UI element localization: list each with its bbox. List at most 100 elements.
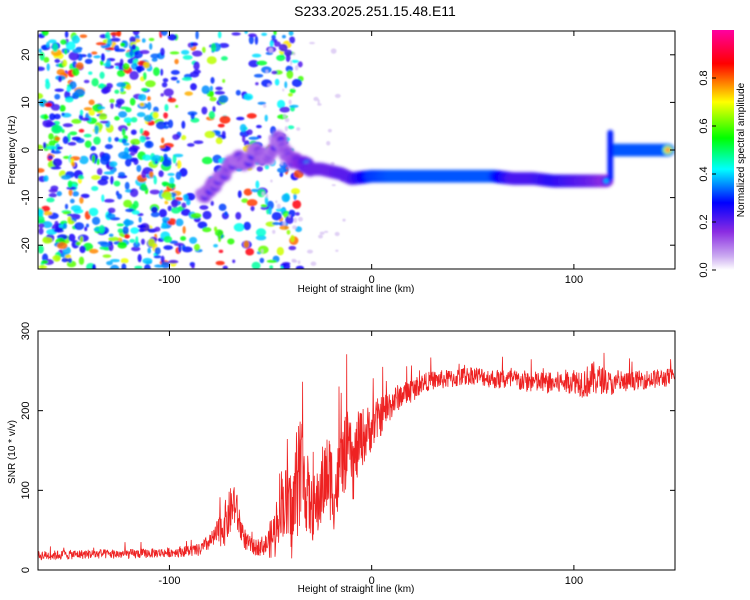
noise-blob <box>289 104 299 108</box>
noise-blob <box>181 120 186 129</box>
noise-blob <box>66 85 72 92</box>
noise-blob <box>130 227 139 234</box>
noise-blob <box>121 138 127 144</box>
noise-blob <box>206 56 217 65</box>
noise-blob <box>69 131 78 136</box>
noise-blob <box>154 264 165 268</box>
noise-blob <box>292 52 296 56</box>
colorbar-tick-label: 0.8 <box>698 70 710 85</box>
noise-blob <box>281 34 286 39</box>
noise-blob <box>137 254 142 263</box>
noise-blob <box>136 112 146 118</box>
noise-blob <box>149 171 154 178</box>
noise-blob <box>275 200 278 204</box>
noise-blob <box>255 82 259 86</box>
noise-blob <box>93 55 101 59</box>
noise-blob <box>153 176 157 185</box>
noise-blob <box>193 61 200 71</box>
noise-blob <box>324 230 329 233</box>
noise-blob <box>330 48 337 54</box>
noise-blob <box>64 203 69 210</box>
noise-blob <box>250 188 259 193</box>
figure-title: S233.2025.251.15.48.E11 <box>294 3 456 19</box>
noise-blob <box>251 53 262 58</box>
noise-blob <box>101 194 105 202</box>
noise-blob <box>181 49 190 55</box>
noise-blob <box>147 238 156 248</box>
noise-blob <box>167 97 177 103</box>
noise-blob <box>261 79 272 87</box>
noise-blob <box>141 38 146 43</box>
noise-blob <box>282 88 285 92</box>
noise-blob <box>47 155 54 160</box>
noise-blob <box>159 145 166 149</box>
noise-blob <box>72 67 80 77</box>
noise-blob <box>244 31 248 35</box>
noise-blob <box>42 236 53 244</box>
spectrogram-xlabel: Height of straight line (km) <box>298 284 415 295</box>
noise-blob <box>97 178 108 186</box>
noise-blob <box>129 188 139 198</box>
noise-blob <box>201 85 210 95</box>
noise-blob <box>83 133 92 138</box>
noise-blob <box>48 113 56 121</box>
noise-blob <box>146 96 151 101</box>
noise-blob <box>271 70 278 75</box>
noise-blob <box>334 231 340 237</box>
noise-blob <box>255 235 267 241</box>
noise-blob <box>181 77 193 81</box>
noise-blob <box>117 228 124 234</box>
noise-blob <box>108 236 119 242</box>
noise-blob <box>152 111 159 119</box>
noise-blob <box>248 59 259 68</box>
noise-blob <box>246 113 257 119</box>
noise-blob <box>56 146 63 150</box>
noise-blob <box>246 129 253 136</box>
y-tick-label: 200 <box>20 401 32 419</box>
noise-blob <box>114 89 120 94</box>
noise-blob <box>215 260 225 266</box>
noise-blob <box>222 265 228 269</box>
noise-blob <box>154 247 161 255</box>
noise-blob <box>291 258 297 263</box>
noise-blob <box>210 200 214 206</box>
noise-blob <box>88 71 93 75</box>
noise-blob <box>260 204 268 208</box>
colorbar-gradient <box>712 30 734 270</box>
noise-blob <box>38 144 44 150</box>
noise-blob <box>218 95 229 103</box>
noise-blob <box>78 175 84 180</box>
y-tick-label: 20 <box>20 49 32 61</box>
noise-blob <box>125 84 132 90</box>
noise-blob <box>62 211 71 215</box>
noise-blob <box>272 222 281 226</box>
spectrogram-ylabel: Frequency (Hz) <box>7 116 18 185</box>
noise-blob <box>68 51 80 61</box>
noise-blob <box>96 158 100 166</box>
noise-blob <box>295 226 302 233</box>
noise-blob <box>150 53 160 59</box>
noise-blob <box>129 97 136 106</box>
noise-blob <box>131 246 141 252</box>
noise-blob <box>137 224 147 229</box>
noise-blob <box>265 69 269 74</box>
noise-blob <box>288 245 297 251</box>
noise-blob <box>181 244 186 250</box>
noise-blob <box>99 155 110 165</box>
noise-blob <box>279 225 290 230</box>
noise-blob <box>279 160 284 166</box>
noise-blob <box>132 31 140 36</box>
noise-blob <box>243 240 250 249</box>
noise-blob <box>46 145 57 150</box>
noise-blob <box>121 128 126 136</box>
noise-blob <box>133 157 139 166</box>
noise-blob <box>67 141 77 146</box>
noise-blob <box>149 43 153 50</box>
noise-blob <box>48 140 56 147</box>
noise-blob <box>80 193 90 199</box>
noise-blob <box>248 136 260 141</box>
noise-blob <box>91 264 96 269</box>
noise-blob <box>276 247 284 256</box>
noise-blob <box>67 215 72 224</box>
noise-blob <box>233 223 245 232</box>
